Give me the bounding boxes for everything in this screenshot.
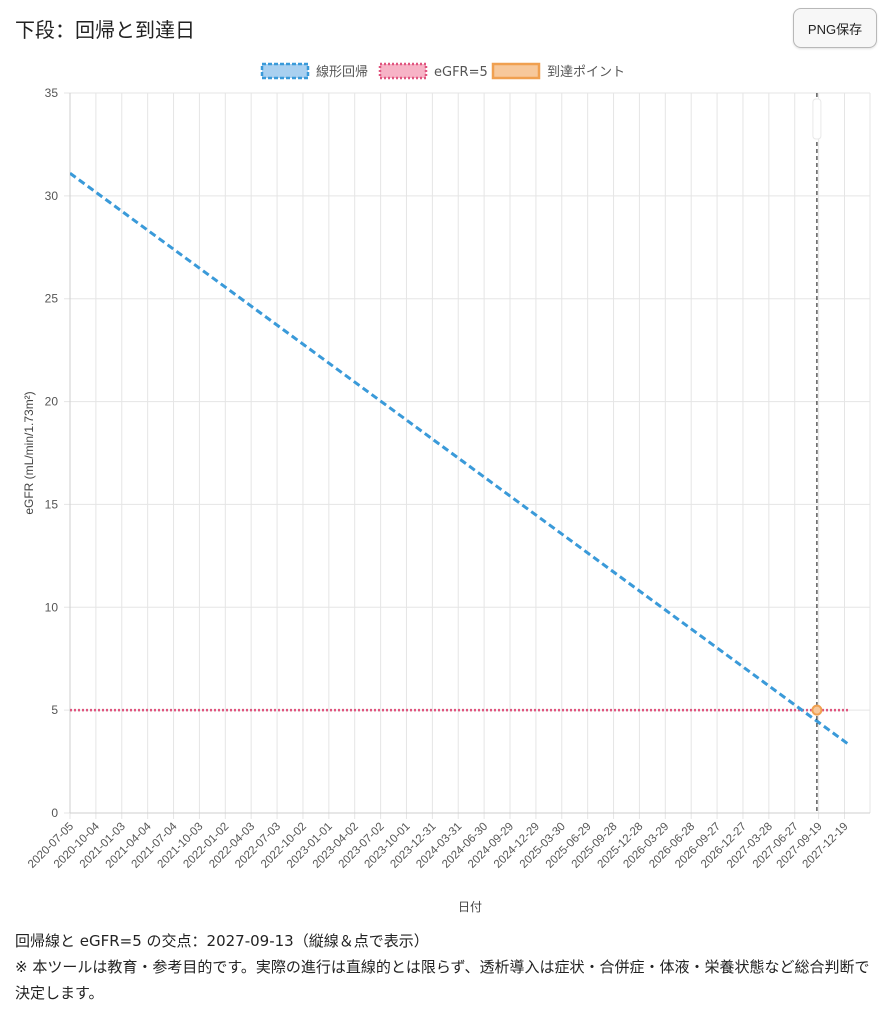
legend-swatch [378, 62, 428, 80]
disclaimer-note: ※ 本ツールは教育・参考目的です。実際の進行は直線的とは限らず、透析導入は症状・… [15, 958, 870, 1002]
legend-swatch [491, 62, 541, 80]
regression-chart: 051015202530352020-07-052020-10-042021-0… [22, 62, 871, 914]
y-tick-label: 35 [45, 86, 59, 100]
y-axis-title: eGFR (mL/min/1.73m²) [22, 391, 36, 514]
x-axis-title: 日付 [458, 900, 482, 914]
legend-label: eGFR=5 [434, 65, 488, 80]
y-tick-label: 5 [51, 703, 58, 717]
chart-marks [70, 93, 851, 813]
y-tick-label: 0 [51, 806, 58, 820]
regression-line [70, 172, 851, 747]
legend-label: 到達ポイント [547, 65, 625, 80]
axis-titles: eGFR (mL/min/1.73m²) 日付 [22, 391, 482, 914]
y-tick-label: 30 [45, 189, 59, 203]
reach-point [811, 704, 823, 716]
chart-legend[interactable]: 線形回帰 eGFR=5 到達ポイント [260, 62, 625, 80]
legend-swatch [260, 62, 310, 80]
legend-label: 線形回帰 [316, 64, 368, 80]
intersection-note: 回帰線と eGFR=5 の交点：2027-09-13（縦線＆点で表示） [15, 932, 429, 950]
y-tick-label: 10 [45, 600, 59, 614]
reach-label-tag [812, 98, 822, 140]
section-title: 下段：回帰と到達日 [15, 18, 195, 42]
y-tick-label: 20 [45, 395, 59, 409]
footer-notes: 回帰線と eGFR=5 の交点：2027-09-13（縦線＆点で表示） ※ 本ツ… [15, 928, 875, 1006]
y-tick-label: 15 [45, 497, 59, 511]
header: 下段：回帰と到達日 PNG保存 [0, 0, 890, 60]
save-png-button[interactable]: PNG保存 [793, 8, 877, 48]
y-tick-label: 25 [45, 292, 59, 306]
chart-grid [64, 92, 871, 819]
